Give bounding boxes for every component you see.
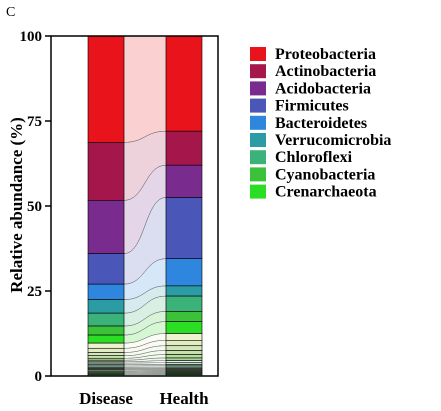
bar-segment-health-crenarchaeota — [165, 321, 203, 334]
bar-segment-health-bacteroidetes — [165, 258, 203, 287]
legend-swatch-chloroflexi — [250, 150, 266, 165]
legend-label-bacteroidetes: Bacteroidetes — [275, 115, 367, 132]
bar-stacks: Disease Health — [79, 35, 209, 408]
bar-segment-health-cyanobacteria — [165, 311, 203, 322]
bar-segment-disease-proteobacteria — [87, 35, 125, 143]
y-tick-label: 75 — [27, 114, 42, 130]
y-tick-label: 25 — [27, 284, 42, 300]
bar-segment-disease-cyanobacteria — [87, 325, 125, 336]
bar-segment-disease-other-10 — [87, 347, 125, 353]
flow-bands — [123, 35, 167, 377]
legend-label-firmicutes: Firmicutes — [275, 98, 349, 115]
legend-swatch-actinobacteria — [250, 64, 266, 79]
legend: ProteobacteriaActinobacteriaAcidobacteri… — [250, 46, 391, 201]
bar-segment-disease-other-12 — [87, 355, 125, 359]
bar-segment-health-chloroflexi — [165, 295, 203, 312]
bar-segment-disease-bacteroidetes — [87, 283, 125, 300]
legend-swatch-cyanobacteria — [250, 167, 266, 182]
legend-swatch-proteobacteria — [250, 47, 266, 61]
x-tick-label-health: Health — [159, 389, 209, 408]
bar-segment-disease-other-9 — [87, 342, 125, 349]
legend-label-proteobacteria: Proteobacteria — [275, 46, 376, 63]
bar-segment-disease-firmicutes — [87, 253, 125, 285]
legend-label-verrucomicrobia: Verrucomicrobia — [275, 132, 391, 149]
y-tick-label: 0 — [35, 369, 43, 385]
bar-segment-health-actinobacteria — [165, 130, 203, 166]
bar-segment-health-other-14 — [165, 357, 203, 362]
x-tick-label-disease: Disease — [79, 389, 133, 408]
axes: 0 25 50 75 100 — [20, 29, 219, 385]
bar-segment-health-other-13 — [165, 354, 203, 359]
y-tick-label: 50 — [27, 199, 42, 215]
legend-label-cyanobacteria: Cyanobacteria — [275, 166, 375, 183]
legend-swatch-verrucomicrobia — [250, 133, 266, 147]
bar-segment-health-proteobacteria — [165, 35, 203, 132]
bar-segment-disease-crenarchaeota — [87, 334, 125, 344]
bar-segment-disease-chloroflexi — [87, 312, 125, 327]
bar-segment-health-other-11 — [165, 345, 203, 351]
y-axis-label: Relative abundance (%) — [7, 117, 26, 293]
bar-segment-disease-actinobacteria — [87, 142, 125, 201]
bar-segment-health-other-12 — [165, 350, 203, 355]
legend-label-actinobacteria: Actinobacteria — [275, 63, 376, 80]
bar-segment-health-verrucomicrobia — [165, 285, 203, 297]
legend-swatch-bacteroidetes — [250, 115, 266, 130]
legend-label-chloroflexi: Chloroflexi — [275, 149, 353, 166]
bar-segment-health-other-15 — [165, 360, 203, 364]
y-tick-label: 100 — [20, 29, 43, 45]
bar-segment-disease-acidobacteria — [87, 200, 125, 254]
bar-segment-disease-verrucomicrobia — [87, 299, 125, 314]
legend-swatch-crenarchaeota — [250, 184, 266, 199]
panel-label: C — [6, 5, 15, 20]
flow-band-proteobacteria — [123, 35, 167, 143]
bar-segment-health-other-9 — [165, 333, 203, 341]
legend-swatch-acidobacteria — [250, 81, 266, 96]
bar-segment-health-firmicutes — [165, 197, 203, 260]
bar-segment-health-acidobacteria — [165, 164, 203, 198]
bar-segment-disease-other-11 — [87, 352, 125, 356]
legend-label-crenarchaeota: Crenarchaeota — [275, 184, 377, 201]
legend-swatch-firmicutes — [250, 98, 266, 113]
bar-segment-health-other-10 — [165, 339, 203, 347]
legend-label-acidobacteria: Acidobacteria — [275, 80, 371, 97]
